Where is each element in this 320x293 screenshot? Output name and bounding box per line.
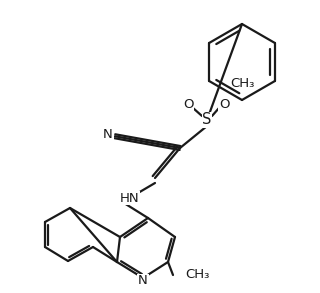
Text: N: N xyxy=(138,275,148,287)
Text: N: N xyxy=(103,129,113,142)
Text: CH₃: CH₃ xyxy=(185,268,209,282)
Text: S: S xyxy=(202,113,212,127)
Text: CH₃: CH₃ xyxy=(230,77,254,90)
Text: O: O xyxy=(183,98,193,110)
Text: O: O xyxy=(219,98,229,110)
Text: HN: HN xyxy=(120,192,140,205)
